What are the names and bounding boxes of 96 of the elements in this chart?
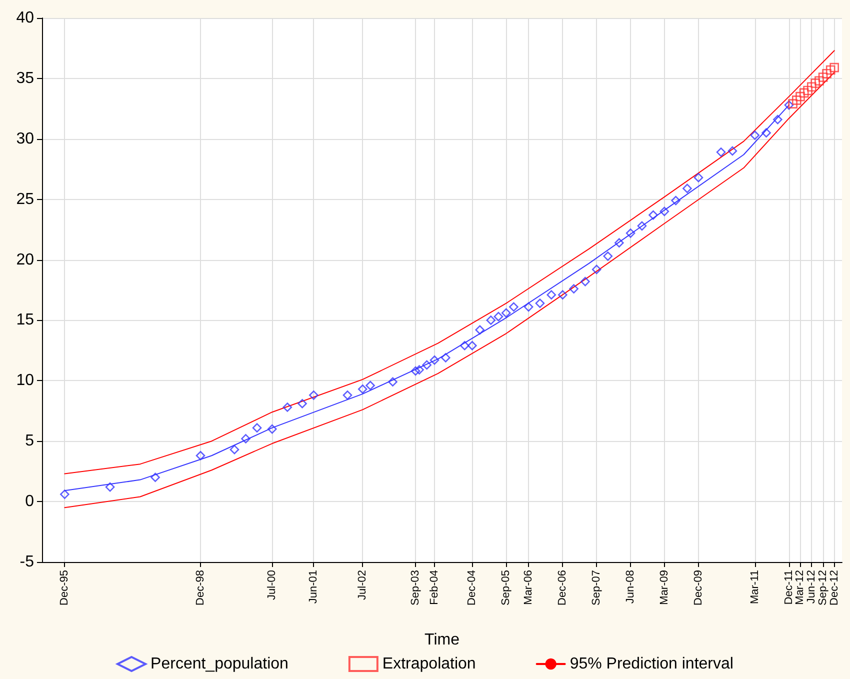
point (803, 86, 812, 96)
y-tick-label: 15 (16, 312, 34, 329)
point (694, 172, 704, 182)
point (60, 490, 70, 499)
point (784, 100, 794, 110)
point (298, 398, 307, 408)
point (475, 325, 485, 335)
point (358, 384, 368, 394)
x-tick-label: Sep-12 (817, 570, 830, 606)
point (267, 424, 277, 434)
point (637, 221, 647, 231)
point (592, 264, 602, 274)
point (682, 184, 692, 194)
point (796, 92, 805, 102)
y-tick-label: 30 (16, 130, 34, 148)
x-tick-label: Sep-07 (590, 570, 603, 606)
y-tick-label: 5 (25, 432, 34, 450)
point (501, 308, 511, 318)
x-tick-label: Dec-06 (556, 570, 569, 606)
point (660, 206, 670, 216)
point (830, 62, 839, 72)
y-tick-label: 0 (25, 493, 34, 510)
point (342, 390, 352, 400)
point (792, 96, 802, 105)
point (614, 238, 624, 248)
point (728, 146, 738, 156)
point (388, 377, 398, 387)
point (603, 252, 613, 261)
x-tick-label: Dec-12 (828, 570, 840, 606)
x-tick-label: Sep-05 (500, 570, 512, 606)
point (799, 88, 809, 98)
x-tick-label: Dec-04 (466, 570, 478, 606)
y-tick-label: 20 (16, 251, 34, 268)
point (230, 444, 240, 454)
point (414, 365, 424, 374)
point (494, 312, 504, 322)
x-tick-label: Mar-12 (794, 570, 806, 605)
point (818, 72, 828, 82)
point (671, 196, 680, 206)
point (468, 340, 477, 350)
point (366, 380, 375, 390)
legend-label: 95% Prediction interval (570, 656, 734, 672)
point (460, 340, 470, 350)
point (422, 360, 432, 370)
point (282, 402, 292, 412)
point (486, 316, 496, 325)
x-tick-label: Sep-03 (410, 570, 422, 606)
point (626, 228, 636, 238)
x-tick-label: Jun-01 (308, 570, 320, 604)
y-tick-label: 40 (16, 10, 34, 26)
point (558, 290, 568, 300)
point (826, 65, 836, 75)
point (788, 99, 798, 108)
x-tick-label: Jun-08 (624, 570, 637, 604)
legend-label: Percent_population (150, 656, 288, 672)
point (430, 355, 440, 365)
y-tick-label: 35 (16, 70, 34, 87)
x-tick-label: Jul-00 (266, 570, 278, 600)
point (580, 276, 590, 286)
x-tick-label: Mar-09 (658, 570, 670, 605)
point (773, 114, 782, 124)
x-tick-label: Jun-12 (806, 570, 818, 604)
x-tick-label: Feb-04 (428, 570, 440, 605)
x-tick-label: Dec-09 (692, 570, 704, 606)
x-tick-label: Dec-11 (782, 570, 795, 605)
point (150, 472, 160, 482)
point (441, 353, 450, 362)
point (509, 302, 518, 312)
point (546, 290, 556, 300)
point (822, 68, 832, 78)
x-tick-label: Jul-02 (356, 570, 369, 600)
point (241, 434, 250, 444)
x-tick-label: Dec-95 (58, 570, 71, 606)
legend-label: Extrapolation (382, 656, 476, 672)
point (105, 482, 115, 492)
point (410, 366, 420, 376)
y-tick-label: 25 (16, 190, 34, 208)
x-tick-label: Mar-11 (748, 570, 761, 604)
point (648, 210, 658, 220)
x-tick-label: Dec-98 (194, 570, 207, 606)
point (810, 78, 820, 88)
point (535, 298, 545, 308)
point (196, 450, 206, 460)
point (750, 130, 760, 140)
point (309, 390, 318, 400)
y-tick-label: -5 (20, 554, 34, 570)
point (569, 284, 578, 294)
point (524, 302, 534, 312)
point (762, 128, 771, 138)
point (252, 423, 262, 432)
x-axis-title: Time (424, 632, 460, 648)
point (806, 82, 816, 92)
point (814, 76, 824, 86)
x-tick-label: Mar-06 (522, 570, 535, 605)
y-tick-label: 10 (16, 372, 34, 390)
point (716, 148, 726, 157)
